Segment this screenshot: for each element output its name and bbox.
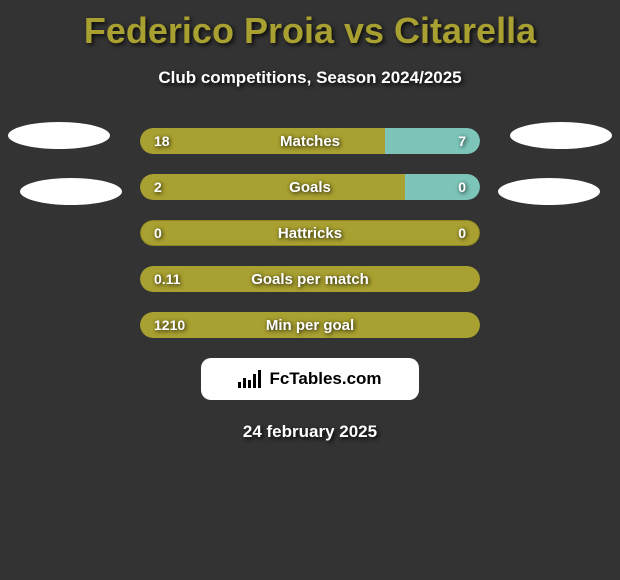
stat-value-left: 18 — [154, 128, 170, 154]
stat-value-left: 0.11 — [154, 266, 180, 292]
footer-date: 24 february 2025 — [0, 422, 620, 442]
stat-row-min-per-goal: Min per goal 1210 — [140, 312, 480, 338]
chart-icon — [238, 370, 263, 388]
logo-box[interactable]: FcTables.com — [201, 358, 419, 400]
bar-full — [140, 312, 480, 338]
stat-row-hattricks: Hattricks 0 0 — [140, 220, 480, 246]
decorative-ellipse — [8, 122, 110, 149]
stat-row-goals-per-match: Goals per match 0.11 — [140, 266, 480, 292]
stat-value-right: 7 — [458, 128, 466, 154]
decorative-ellipse — [20, 178, 122, 205]
bar-left — [140, 128, 385, 154]
page-title: Federico Proia vs Citarella — [0, 0, 620, 52]
bar-right — [405, 174, 480, 200]
stat-row-goals: Goals 2 0 — [140, 174, 480, 200]
stat-value-left: 1210 — [154, 312, 185, 338]
bar-full — [140, 220, 480, 246]
logo-text: FcTables.com — [269, 369, 381, 389]
decorative-ellipse — [510, 122, 612, 149]
stat-value-right: 0 — [458, 220, 466, 246]
bar-left — [140, 174, 405, 200]
decorative-ellipse — [498, 178, 600, 205]
page-subtitle: Club competitions, Season 2024/2025 — [0, 68, 620, 88]
bar-full — [140, 266, 480, 292]
stat-value-right: 0 — [458, 174, 466, 200]
stat-value-left: 0 — [154, 220, 162, 246]
stats-bars: Matches 18 7 Goals 2 0 Hattricks 0 0 Goa… — [140, 128, 480, 338]
stat-value-left: 2 — [154, 174, 162, 200]
stat-row-matches: Matches 18 7 — [140, 128, 480, 154]
